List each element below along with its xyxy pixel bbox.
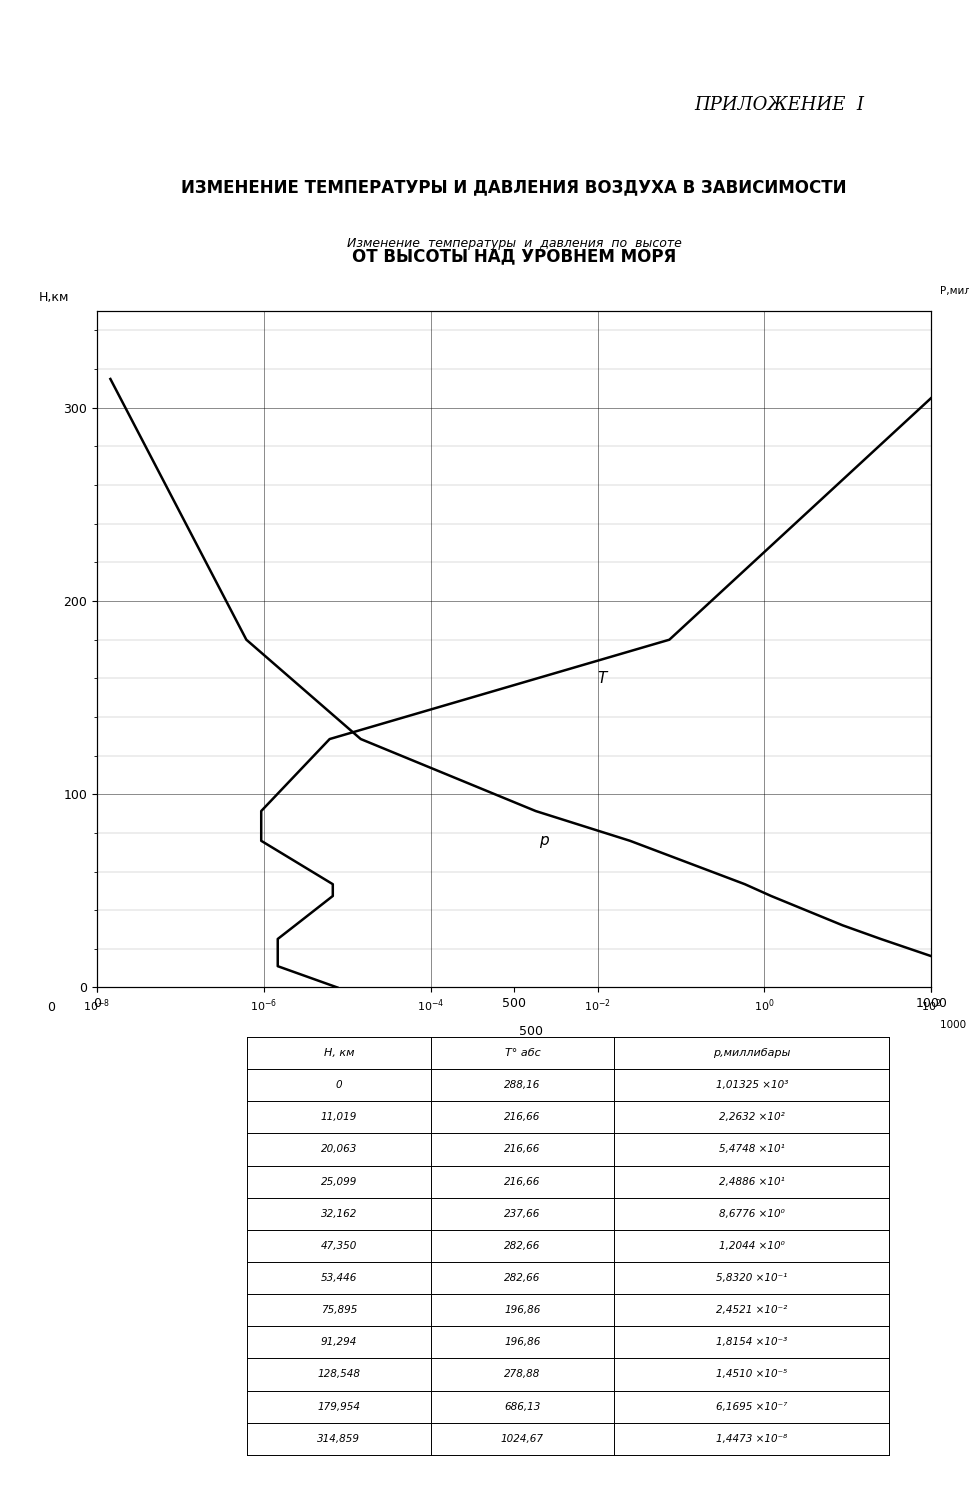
Text: 196,86: 196,86 bbox=[504, 1338, 540, 1347]
Text: 288,16: 288,16 bbox=[504, 1080, 540, 1090]
Text: Изменение  температуры  и  давления  по  высоте: Изменение температуры и давления по высо… bbox=[346, 237, 681, 250]
Text: 53,446: 53,446 bbox=[321, 1274, 357, 1282]
Text: Н,км: Н,км bbox=[39, 291, 69, 304]
Text: 75,895: 75,895 bbox=[321, 1305, 357, 1316]
Text: 0: 0 bbox=[47, 1000, 55, 1014]
Text: 2,4886 ×10¹: 2,4886 ×10¹ bbox=[718, 1176, 784, 1186]
Text: ОТ ВЫСОТЫ НАД УРОВНЕМ МОРЯ: ОТ ВЫСОТЫ НАД УРОВНЕМ МОРЯ bbox=[352, 248, 675, 266]
Text: 2,4521 ×10⁻²: 2,4521 ×10⁻² bbox=[715, 1305, 787, 1316]
Text: 179,954: 179,954 bbox=[317, 1401, 360, 1411]
Text: 686,13: 686,13 bbox=[504, 1401, 540, 1411]
Text: 278,88: 278,88 bbox=[504, 1370, 540, 1380]
Text: 5,4748 ×10¹: 5,4748 ×10¹ bbox=[718, 1144, 784, 1155]
Text: 216,66: 216,66 bbox=[504, 1113, 540, 1122]
Text: Н, км: Н, км bbox=[324, 1048, 354, 1058]
Text: ИЗМЕНЕНИЕ ТЕМПЕРАТУРЫ И ДАВЛЕНИЯ ВОЗДУХА В ЗАВИСИМОСТИ: ИЗМЕНЕНИЕ ТЕМПЕРАТУРЫ И ДАВЛЕНИЯ ВОЗДУХА… bbox=[181, 178, 846, 196]
Text: 11,019: 11,019 bbox=[321, 1113, 357, 1122]
Text: 1,4510 ×10⁻⁵: 1,4510 ×10⁻⁵ bbox=[715, 1370, 787, 1380]
Text: 282,66: 282,66 bbox=[504, 1274, 540, 1282]
Text: Т° абс: Т° абс bbox=[504, 1048, 540, 1058]
Text: р: р bbox=[539, 834, 548, 849]
Text: 216,66: 216,66 bbox=[504, 1176, 540, 1186]
Text: 32,162: 32,162 bbox=[321, 1209, 357, 1218]
Text: 1024,67: 1024,67 bbox=[500, 1434, 544, 1443]
Text: 8,6776 ×10⁰: 8,6776 ×10⁰ bbox=[718, 1209, 784, 1218]
Text: 47,350: 47,350 bbox=[321, 1240, 357, 1251]
Text: 5,8320 ×10⁻¹: 5,8320 ×10⁻¹ bbox=[715, 1274, 787, 1282]
Text: 500: 500 bbox=[518, 1024, 543, 1038]
Text: 314,859: 314,859 bbox=[317, 1434, 360, 1443]
Text: 1000  Т° абс: 1000 Т° абс bbox=[939, 1020, 969, 1029]
Text: 1,4473 ×10⁻⁸: 1,4473 ×10⁻⁸ bbox=[715, 1434, 787, 1443]
Text: р,миллибары: р,миллибары bbox=[712, 1048, 790, 1058]
Text: Р,миллибары: Р,миллибары bbox=[939, 286, 969, 296]
Text: 216,66: 216,66 bbox=[504, 1144, 540, 1155]
Text: 20,063: 20,063 bbox=[321, 1144, 357, 1155]
Text: 1,01325 ×10³: 1,01325 ×10³ bbox=[715, 1080, 787, 1090]
Text: 128,548: 128,548 bbox=[317, 1370, 360, 1380]
Text: 1,8154 ×10⁻³: 1,8154 ×10⁻³ bbox=[715, 1338, 787, 1347]
Text: 1,2044 ×10⁰: 1,2044 ×10⁰ bbox=[718, 1240, 784, 1251]
Text: 91,294: 91,294 bbox=[321, 1338, 357, 1347]
Text: 0: 0 bbox=[335, 1080, 342, 1090]
Text: 282,66: 282,66 bbox=[504, 1240, 540, 1251]
Text: 237,66: 237,66 bbox=[504, 1209, 540, 1218]
Text: 25,099: 25,099 bbox=[321, 1176, 357, 1186]
Text: Т: Т bbox=[597, 670, 607, 686]
Text: 196,86: 196,86 bbox=[504, 1305, 540, 1316]
Text: 2,2632 ×10²: 2,2632 ×10² bbox=[718, 1113, 784, 1122]
Text: 6,1695 ×10⁻⁷: 6,1695 ×10⁻⁷ bbox=[715, 1401, 787, 1411]
Text: ПРИЛОЖЕНИЕ  I: ПРИЛОЖЕНИЕ I bbox=[694, 96, 863, 114]
